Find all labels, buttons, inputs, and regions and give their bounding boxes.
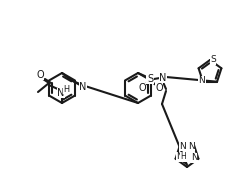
Text: N: N	[79, 82, 87, 92]
Text: N: N	[191, 153, 198, 162]
Text: N: N	[57, 88, 65, 98]
Text: O: O	[155, 83, 163, 93]
Text: N: N	[159, 73, 167, 83]
Text: H: H	[181, 152, 186, 161]
Text: N: N	[176, 152, 183, 161]
Text: N: N	[188, 142, 195, 151]
Text: N: N	[199, 76, 205, 85]
Text: O: O	[138, 83, 146, 93]
Text: S: S	[210, 56, 216, 64]
Text: O: O	[36, 70, 44, 80]
Text: H: H	[63, 84, 69, 94]
Text: S: S	[147, 74, 153, 84]
Text: N: N	[180, 142, 186, 151]
